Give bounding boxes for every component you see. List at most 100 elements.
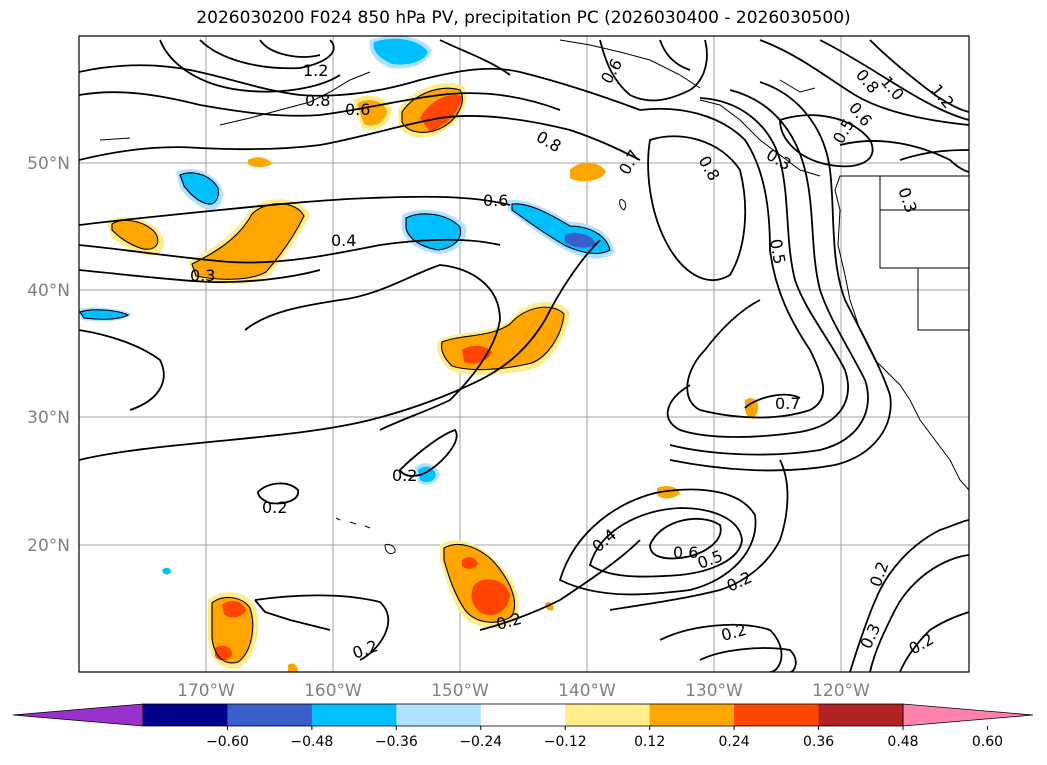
contour-label: 0.2	[392, 466, 417, 485]
colorbar-tick-label: 0.12	[634, 734, 665, 750]
pv-contour	[159, 39, 341, 93]
pv-contour	[599, 39, 708, 102]
pv-contour	[254, 594, 390, 661]
contour-label: 0.8	[305, 91, 330, 110]
pv-contour	[659, 39, 691, 71]
map-frame	[78, 35, 970, 673]
precip-patch	[357, 100, 387, 126]
lat-label: 30°N	[27, 408, 70, 428]
pv-contour	[899, 149, 969, 161]
pv-contour	[79, 195, 511, 226]
pv-contour	[869, 554, 969, 672]
pv-contour	[669, 81, 892, 472]
colorbar-segment	[649, 704, 735, 726]
lon-label: 140°W	[558, 681, 616, 701]
colorbar-outline	[142, 703, 904, 727]
pv-contour	[744, 393, 801, 409]
colorbar-tick-label: −0.60	[206, 734, 249, 750]
contour-label: 0.2	[262, 498, 287, 517]
contour-label: 0.6	[345, 100, 370, 119]
colorbar-tick-label: 0.36	[803, 734, 834, 750]
precip-patch	[248, 157, 272, 167]
lon-label: 160°W	[304, 681, 362, 701]
contour-label: 0.5	[766, 237, 789, 265]
colorbar-segment	[480, 704, 566, 726]
precip-patch	[80, 309, 128, 320]
pv-contour	[839, 140, 969, 173]
contour-label: 1.2	[303, 61, 328, 80]
lat-label: 50°N	[27, 154, 70, 174]
pv-contour	[639, 107, 825, 419]
pv-contour	[257, 482, 299, 505]
colorbar-segment	[565, 704, 651, 726]
precip-patch	[373, 38, 428, 65]
lon-label: 130°W	[685, 681, 743, 701]
pv-contour	[588, 507, 743, 578]
pv-contour	[669, 89, 869, 456]
pv-contour	[699, 647, 797, 672]
colorbar-tick-label: 0.24	[719, 734, 750, 750]
colorbar-extend-high	[902, 703, 1034, 727]
precip-patch	[180, 172, 219, 205]
pv-contour	[79, 329, 165, 411]
pv-contour	[79, 239, 601, 461]
pv-contours	[79, 39, 969, 672]
pv-contour	[899, 611, 969, 672]
precip-patch	[565, 232, 596, 248]
colorbar-segment	[227, 704, 313, 726]
colorbar-tick-label: −0.24	[459, 734, 502, 750]
contour-label: 0.7	[775, 394, 800, 413]
colorbar-segment	[734, 704, 820, 726]
pv-contour	[79, 269, 321, 284]
colorbar-segments	[12, 703, 1034, 727]
pv-contour	[79, 115, 641, 161]
lon-axis-labels: 170°W 160°W 150°W 140°W 130°W 120°W	[177, 681, 870, 701]
colorbar-ticks: −0.60 −0.48 −0.36 −0.24 −0.12 0.12 0.24 0.36 0.4…	[206, 726, 1003, 750]
lon-label: 170°W	[177, 681, 235, 701]
precip-patch	[420, 94, 462, 132]
contour-label: 0.3	[190, 266, 215, 285]
pv-contour	[609, 459, 789, 611]
pv-contour	[479, 539, 641, 631]
pv-contour	[779, 114, 874, 168]
pv-contour	[759, 39, 969, 126]
colorbar-tick-label: −0.36	[375, 734, 418, 750]
lat-axis-labels: 50°N 40°N 30°N 20°N	[27, 154, 70, 556]
pv-contour	[558, 488, 757, 596]
pv-contour	[79, 64, 641, 111]
pv-contour	[398, 428, 458, 477]
pv-contour	[819, 39, 969, 121]
colorbar-tick-label: −0.12	[544, 734, 587, 750]
patch-outlines	[79, 87, 611, 664]
lon-label: 150°W	[431, 681, 489, 701]
contour-label: 0.4	[331, 231, 356, 250]
precip-patch	[745, 398, 759, 419]
colorbar-tick-label: 0.48	[887, 734, 918, 750]
pv-contour	[79, 238, 501, 264]
pv-contour	[244, 264, 501, 431]
lon-label: 120°W	[812, 681, 870, 701]
lat-label: 40°N	[27, 281, 70, 301]
colorbar: −0.60 −0.48 −0.36 −0.24 −0.12 0.12 0.24 0.36 0.4…	[12, 703, 1034, 750]
pv-contour	[647, 135, 747, 281]
pv-contour	[259, 39, 321, 58]
contour-label: 0.6	[673, 543, 698, 562]
colorbar-extend-low	[12, 703, 144, 727]
lat-label: 20°N	[27, 536, 70, 556]
pv-contour	[649, 517, 722, 560]
precip-patch	[162, 567, 171, 575]
precip-patch	[112, 220, 158, 250]
pv-contour	[659, 623, 783, 672]
pv-contour	[666, 97, 849, 438]
colorbar-tick-label: −0.48	[290, 734, 333, 750]
colorbar-segment	[311, 704, 397, 726]
colorbar-segment	[396, 704, 482, 726]
pv-contour	[849, 519, 969, 672]
precip-patch	[657, 486, 680, 499]
precip-patch	[288, 663, 298, 672]
pv-contour	[869, 39, 969, 113]
pv-contour	[79, 91, 561, 117]
colorbar-tick-label: 0.60	[972, 734, 1003, 750]
pv-contour	[254, 599, 331, 631]
